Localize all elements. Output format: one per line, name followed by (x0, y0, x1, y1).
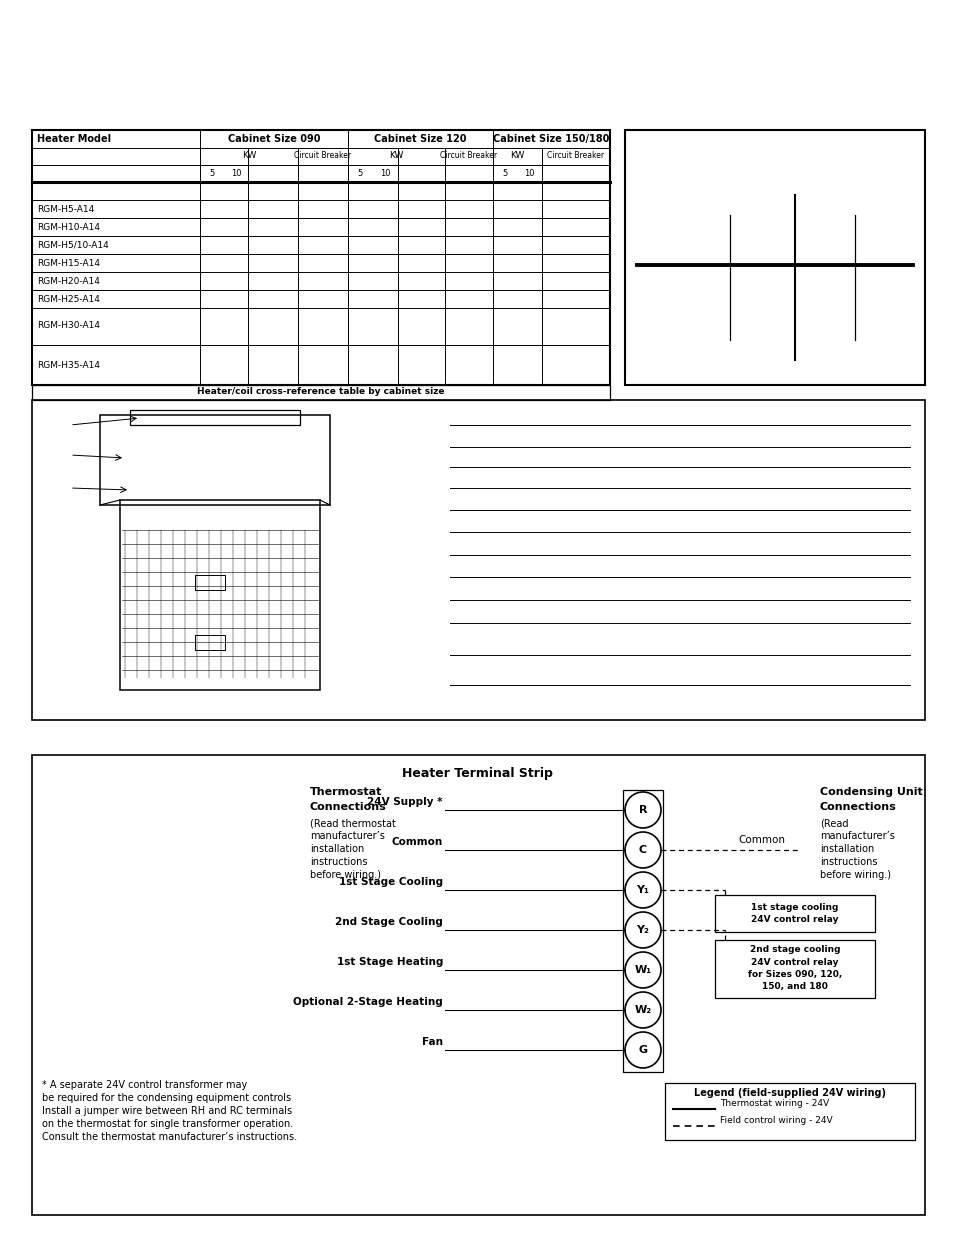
Text: Y₂: Y₂ (636, 925, 649, 935)
Bar (32, 400, 924, 720)
Text: before wiring.): before wiring.) (310, 869, 380, 881)
Text: 2nd stage cooling: 2nd stage cooling (749, 945, 840, 953)
Bar (194, 576, 225, 590)
Text: 10: 10 (231, 168, 241, 178)
Text: RGM-H30-A14: RGM-H30-A14 (37, 321, 100, 331)
Text: Install a jumper wire between RH and RC terminals: Install a jumper wire between RH and RC … (42, 1107, 292, 1116)
Text: (Read thermostat: (Read thermostat (310, 818, 395, 827)
Text: Fan: Fan (421, 1037, 442, 1047)
Bar (624, 130, 924, 385)
Text: * A separate 24V control transformer may: * A separate 24V control transformer may (42, 1079, 247, 1091)
Text: 5: 5 (357, 168, 362, 178)
Text: 5: 5 (209, 168, 214, 178)
Text: 150, and 180: 150, and 180 (761, 982, 827, 990)
Text: 1st stage cooling: 1st stage cooling (751, 903, 838, 911)
Text: Heater Model: Heater Model (37, 135, 111, 144)
Bar (714, 895, 874, 932)
Text: Legend (field-supplied 24V wiring): Legend (field-supplied 24V wiring) (693, 1088, 885, 1098)
Text: 24V control relay: 24V control relay (750, 957, 838, 967)
Text: on the thermostat for single transformer operation.: on the thermostat for single transformer… (42, 1119, 293, 1129)
Bar (714, 940, 874, 998)
Text: Circuit Breaker: Circuit Breaker (294, 152, 352, 161)
Text: Heater/coil cross-reference table by cabinet size: Heater/coil cross-reference table by cab… (197, 388, 444, 396)
Bar (100, 415, 330, 505)
Text: KW: KW (241, 152, 256, 161)
Text: Connections: Connections (310, 802, 386, 811)
Text: Field control wiring - 24V: Field control wiring - 24V (720, 1116, 832, 1125)
Text: Common: Common (392, 837, 442, 847)
Text: manufacturer’s: manufacturer’s (310, 831, 384, 841)
Text: 5: 5 (502, 168, 507, 178)
Text: W₂: W₂ (634, 1005, 651, 1015)
Text: 24V Supply *: 24V Supply * (367, 797, 442, 806)
Text: 10: 10 (523, 168, 534, 178)
Text: Optional 2-Stage Heating: Optional 2-Stage Heating (293, 997, 442, 1007)
Text: Common: Common (738, 835, 784, 845)
Text: W₁: W₁ (634, 965, 651, 974)
Text: 1st Stage Heating: 1st Stage Heating (336, 957, 442, 967)
Text: RGM-H25-A14: RGM-H25-A14 (37, 294, 100, 304)
Text: for Sizes 090, 120,: for Sizes 090, 120, (747, 971, 841, 979)
Bar (664, 1083, 914, 1140)
Text: RGM-H10-A14: RGM-H10-A14 (37, 222, 100, 231)
Text: 1st Stage Cooling: 1st Stage Cooling (338, 877, 442, 887)
Text: 24V control relay: 24V control relay (750, 915, 838, 924)
Text: KW: KW (389, 152, 403, 161)
Text: C: C (639, 845, 646, 855)
Text: G: G (638, 1045, 647, 1055)
Text: manufacturer’s: manufacturer’s (820, 831, 894, 841)
Text: Circuit Breaker: Circuit Breaker (547, 152, 604, 161)
Text: installation: installation (820, 844, 873, 853)
Text: Thermostat wiring - 24V: Thermostat wiring - 24V (720, 1099, 828, 1108)
Text: Cabinet Size 120: Cabinet Size 120 (374, 135, 466, 144)
Text: instructions: instructions (310, 857, 367, 867)
Text: Condensing Unit: Condensing Unit (820, 787, 922, 797)
Text: Connections: Connections (820, 802, 896, 811)
Text: KW: KW (509, 152, 523, 161)
Text: 2nd Stage Cooling: 2nd Stage Cooling (335, 918, 442, 927)
Text: RGM-H15-A14: RGM-H15-A14 (37, 258, 100, 268)
Text: RGM-H5-A14: RGM-H5-A14 (37, 205, 94, 214)
Bar (32, 130, 609, 385)
Bar (130, 410, 299, 425)
Text: Cabinet Size 090: Cabinet Size 090 (228, 135, 320, 144)
Text: Cabinet Size 150/180: Cabinet Size 150/180 (493, 135, 609, 144)
Text: 10: 10 (379, 168, 390, 178)
Bar (622, 790, 662, 1072)
Text: (Read: (Read (820, 818, 847, 827)
Text: Circuit Breaker: Circuit Breaker (440, 152, 497, 161)
Bar (120, 500, 319, 690)
Text: be required for the condensing equipment controls: be required for the condensing equipment… (42, 1093, 291, 1103)
Text: instructions: instructions (820, 857, 877, 867)
Text: RGM-H5/10-A14: RGM-H5/10-A14 (37, 241, 109, 249)
Text: R: R (639, 805, 646, 815)
Bar (32, 755, 924, 1215)
Bar (194, 635, 225, 650)
Text: RGM-H20-A14: RGM-H20-A14 (37, 277, 100, 285)
Text: Heater Terminal Strip: Heater Terminal Strip (401, 767, 552, 779)
Text: before wiring.): before wiring.) (820, 869, 890, 881)
Bar (32, 385, 609, 400)
Text: Thermostat: Thermostat (310, 787, 382, 797)
Text: RGM-H35-A14: RGM-H35-A14 (37, 361, 100, 369)
Text: installation: installation (310, 844, 364, 853)
Text: Y₁: Y₁ (636, 885, 649, 895)
Text: Consult the thermostat manufacturer’s instructions.: Consult the thermostat manufacturer’s in… (42, 1132, 296, 1142)
